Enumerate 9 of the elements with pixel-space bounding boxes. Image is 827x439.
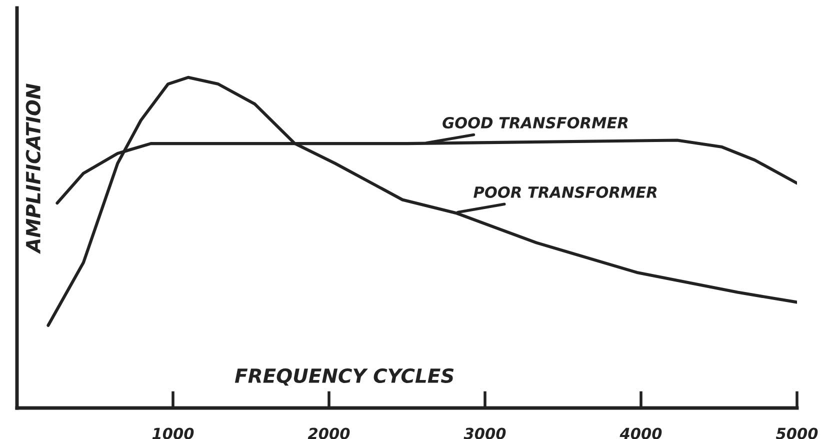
x-axis-title: FREQUENCY CYCLES xyxy=(234,368,454,386)
annotation: POOR TRANSFORMER xyxy=(474,186,657,198)
x-tick-label: 3000 xyxy=(464,428,506,439)
x-tick-label: 5000 xyxy=(776,428,818,439)
x-tick-label: 4000 xyxy=(620,428,662,439)
x-tick-label: 1000 xyxy=(152,428,194,439)
x-tick-label: 2000 xyxy=(308,428,350,439)
annotation: GOOD TRANSFORMER xyxy=(442,116,628,129)
y-axis-title: AMPLIFICATION xyxy=(26,84,41,254)
